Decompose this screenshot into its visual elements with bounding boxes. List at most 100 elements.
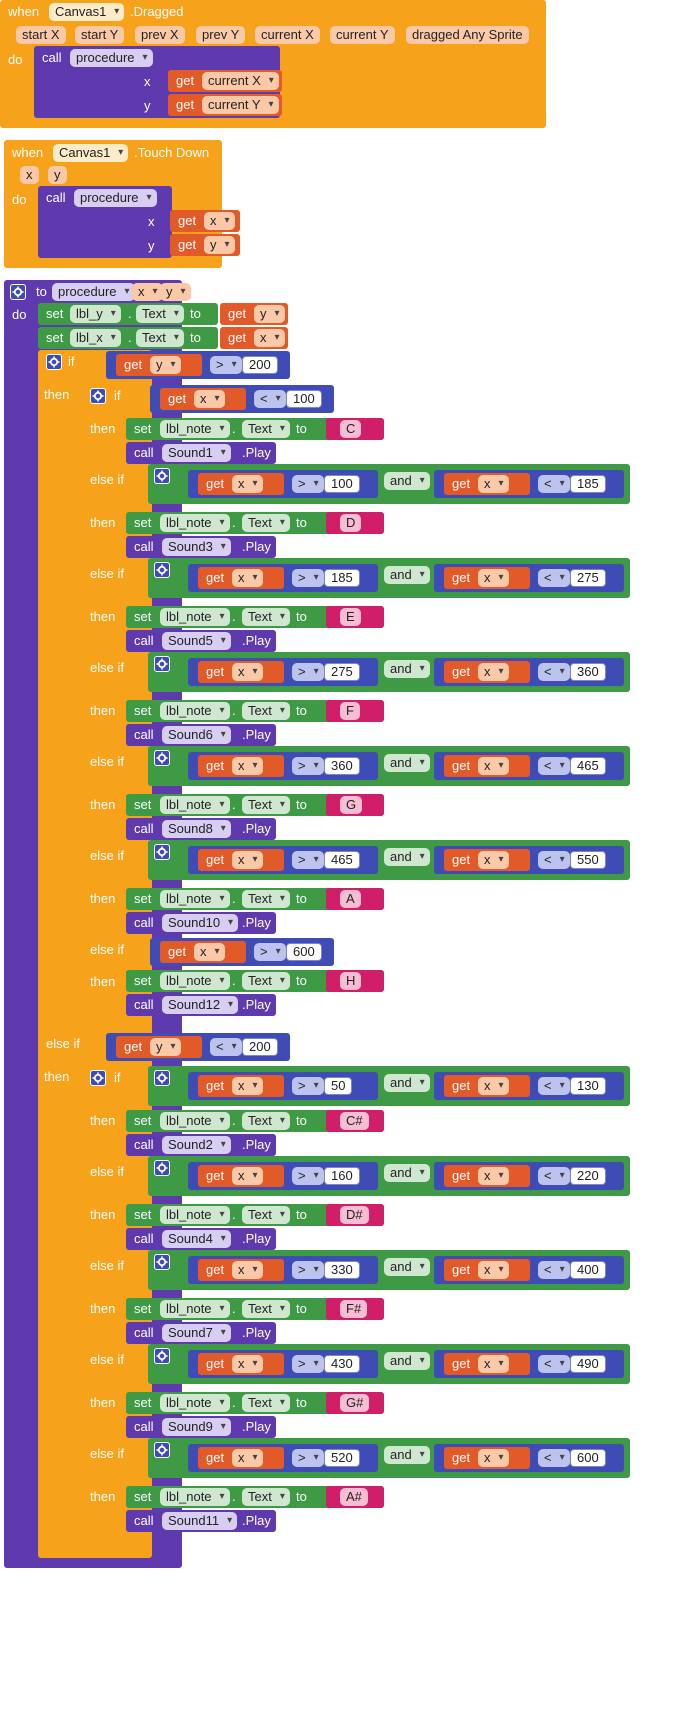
- component-dropdown[interactable]: Sound1: [162, 444, 231, 462]
- and-dropdown[interactable]: and: [384, 1258, 430, 1276]
- number-value[interactable]: 100: [324, 475, 360, 493]
- number-value[interactable]: 600: [286, 943, 322, 961]
- variable-dropdown[interactable]: x: [232, 1355, 263, 1373]
- operator-dropdown[interactable]: <: [538, 569, 570, 587]
- and-dropdown[interactable]: and: [384, 754, 430, 772]
- and-dropdown[interactable]: and: [384, 848, 430, 866]
- and-dropdown[interactable]: and: [384, 1164, 430, 1182]
- and-dropdown[interactable]: and: [384, 1074, 430, 1092]
- mutator-gear-icon[interactable]: [154, 656, 170, 672]
- variable-dropdown[interactable]: current X: [202, 72, 279, 90]
- variable-dropdown[interactable]: x: [478, 757, 509, 775]
- variable-dropdown[interactable]: x: [232, 1449, 263, 1467]
- property-dropdown[interactable]: Text: [242, 1300, 290, 1318]
- component-dropdown[interactable]: lbl_note: [160, 514, 230, 532]
- number-value[interactable]: 550: [570, 851, 606, 869]
- mutator-gear-icon[interactable]: [154, 468, 170, 484]
- event-parameter[interactable]: prev Y: [196, 26, 246, 44]
- property-dropdown[interactable]: Text: [242, 1488, 290, 1506]
- operator-dropdown[interactable]: <: [538, 1167, 570, 1185]
- number-value[interactable]: 185: [324, 569, 360, 587]
- component-dropdown[interactable]: Sound3: [162, 538, 231, 556]
- operator-dropdown[interactable]: <: [538, 1077, 570, 1095]
- text-value[interactable]: A#: [340, 1488, 368, 1506]
- procedure-dropdown[interactable]: procedure: [74, 189, 157, 207]
- operator-dropdown[interactable]: >: [292, 1167, 324, 1185]
- operator-dropdown[interactable]: >: [254, 943, 286, 961]
- text-value[interactable]: G: [340, 796, 363, 814]
- variable-dropdown[interactable]: x: [194, 943, 225, 961]
- operator-dropdown[interactable]: <: [538, 663, 570, 681]
- component-dropdown[interactable]: lbl_note: [160, 608, 230, 626]
- variable-dropdown[interactable]: x: [478, 1449, 509, 1467]
- mutator-gear-icon[interactable]: [154, 562, 170, 578]
- variable-dropdown[interactable]: x: [478, 851, 509, 869]
- variable-dropdown[interactable]: y: [204, 236, 235, 254]
- operator-dropdown[interactable]: <: [538, 475, 570, 493]
- variable-dropdown[interactable]: y: [254, 305, 285, 323]
- operator-dropdown[interactable]: >: [292, 1261, 324, 1279]
- component-dropdown[interactable]: Sound10: [162, 914, 239, 932]
- component-dropdown[interactable]: lbl_note: [160, 1206, 230, 1224]
- number-value[interactable]: 220: [570, 1167, 606, 1185]
- variable-dropdown[interactable]: x: [478, 1355, 509, 1373]
- variable-dropdown[interactable]: y: [150, 1038, 181, 1056]
- number-value[interactable]: 200: [242, 1038, 278, 1056]
- component-dropdown[interactable]: Sound12: [162, 996, 239, 1014]
- component-dropdown[interactable]: Sound9: [162, 1418, 231, 1436]
- operator-dropdown[interactable]: <: [538, 851, 570, 869]
- mutator-gear-icon[interactable]: [90, 388, 106, 404]
- variable-dropdown[interactable]: x: [478, 569, 509, 587]
- variable-dropdown[interactable]: x: [232, 1261, 263, 1279]
- variable-dropdown[interactable]: x: [204, 212, 235, 230]
- mutator-gear-icon[interactable]: [154, 1070, 170, 1086]
- text-value[interactable]: H: [340, 972, 362, 990]
- variable-dropdown[interactable]: x: [232, 663, 263, 681]
- component-dropdown[interactable]: lbl_note: [160, 796, 230, 814]
- variable-dropdown[interactable]: x: [478, 1261, 509, 1279]
- component-dropdown[interactable]: lbl_note: [160, 890, 230, 908]
- and-dropdown[interactable]: and: [384, 660, 430, 678]
- variable-dropdown[interactable]: x: [232, 475, 263, 493]
- number-value[interactable]: 160: [324, 1167, 360, 1185]
- event-parameter[interactable]: start Y: [75, 26, 125, 44]
- property-dropdown[interactable]: Text: [242, 1206, 290, 1224]
- operator-dropdown[interactable]: >: [210, 356, 242, 374]
- variable-dropdown[interactable]: x: [194, 390, 225, 408]
- component-dropdown[interactable]: lbl_note: [160, 1488, 230, 1506]
- event-parameter[interactable]: current X: [255, 26, 320, 44]
- component-dropdown[interactable]: Sound11: [162, 1512, 238, 1530]
- mutator-gear-icon[interactable]: [154, 1254, 170, 1270]
- operator-dropdown[interactable]: >: [292, 1449, 324, 1467]
- operator-dropdown[interactable]: >: [292, 569, 324, 587]
- mutator-gear-icon[interactable]: [154, 1442, 170, 1458]
- component-dropdown[interactable]: Sound8: [162, 820, 231, 838]
- component-dropdown[interactable]: lbl_note: [160, 1112, 230, 1130]
- component-dropdown[interactable]: lbl_note: [160, 420, 230, 438]
- mutator-gear-icon[interactable]: [90, 1070, 106, 1086]
- variable-dropdown[interactable]: x: [232, 1167, 263, 1185]
- component-dropdown[interactable]: lbl_note: [160, 702, 230, 720]
- number-value[interactable]: 520: [324, 1449, 360, 1467]
- operator-dropdown[interactable]: <: [538, 1449, 570, 1467]
- property-dropdown[interactable]: Text: [242, 702, 290, 720]
- procedure-parameter[interactable]: y: [160, 283, 191, 301]
- operator-dropdown[interactable]: >: [292, 1355, 324, 1373]
- procedure-name-field[interactable]: procedure: [52, 283, 135, 301]
- property-dropdown[interactable]: Text: [136, 305, 184, 323]
- mutator-gear-icon[interactable]: [46, 354, 62, 370]
- and-dropdown[interactable]: and: [384, 566, 430, 584]
- component-dropdown[interactable]: lbl_note: [160, 1300, 230, 1318]
- number-value[interactable]: 275: [570, 569, 606, 587]
- component-dropdown[interactable]: lbl_y: [70, 305, 121, 323]
- variable-dropdown[interactable]: x: [478, 1167, 509, 1185]
- operator-dropdown[interactable]: <: [538, 757, 570, 775]
- variable-dropdown[interactable]: x: [478, 1077, 509, 1095]
- mutator-gear-icon[interactable]: [154, 1348, 170, 1364]
- text-value[interactable]: G#: [340, 1394, 370, 1412]
- and-dropdown[interactable]: and: [384, 1352, 430, 1370]
- component-dropdown[interactable]: Canvas1: [53, 144, 129, 162]
- variable-dropdown[interactable]: y: [150, 356, 181, 374]
- procedure-dropdown[interactable]: procedure: [70, 49, 153, 67]
- number-value[interactable]: 50: [324, 1077, 353, 1095]
